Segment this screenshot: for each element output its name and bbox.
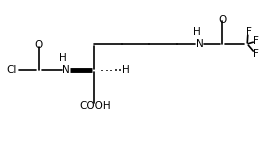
- Text: N: N: [196, 39, 203, 49]
- Text: H: H: [122, 65, 130, 75]
- Text: F: F: [246, 27, 252, 37]
- Text: F: F: [253, 36, 259, 46]
- Text: H: H: [59, 53, 67, 63]
- Text: Cl: Cl: [6, 65, 17, 75]
- Text: O: O: [35, 40, 43, 50]
- Text: N: N: [62, 65, 70, 75]
- Text: COOH: COOH: [79, 101, 111, 111]
- Text: F: F: [253, 49, 259, 59]
- Text: H: H: [193, 27, 201, 37]
- Text: O: O: [218, 15, 227, 25]
